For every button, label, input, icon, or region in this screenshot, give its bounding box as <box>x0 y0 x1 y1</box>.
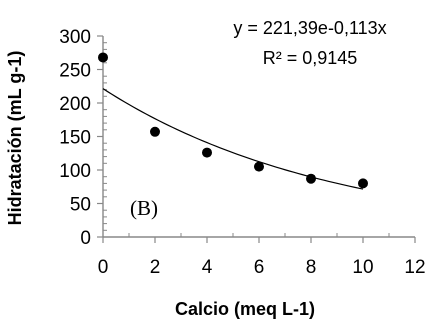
panel-label: (B) <box>130 196 158 220</box>
data-points <box>98 52 368 189</box>
r-squared: R² = 0,9145 <box>263 48 358 68</box>
y-tick-label: 300 <box>59 27 91 48</box>
y-tick-label: 250 <box>59 61 91 82</box>
y-tick-label: 100 <box>59 161 91 182</box>
x-tick-label: 10 <box>352 257 373 278</box>
x-tick-label: 4 <box>202 257 213 278</box>
ticks: 0 50 100 150 200 250 300 0 2 4 6 8 10 12 <box>59 27 425 278</box>
data-point <box>254 161 264 172</box>
y-tick-label: 0 <box>80 228 91 249</box>
y-tick-label: 150 <box>59 128 91 149</box>
x-tick-label: 0 <box>98 257 109 278</box>
data-point <box>358 178 368 189</box>
trendline <box>102 88 364 190</box>
y-axis-title: Hidratación (mL g-1) <box>5 51 25 226</box>
x-tick-label: 6 <box>254 257 265 278</box>
data-point <box>150 126 160 137</box>
y-tick-label: 200 <box>59 94 91 115</box>
trendline-group <box>102 88 364 190</box>
x-tick-label: 12 <box>404 257 425 278</box>
data-point <box>202 147 212 158</box>
data-point <box>98 52 108 63</box>
x-tick-label: 2 <box>150 257 161 278</box>
x-axis-title: Calcio (meq L-1) <box>175 299 315 319</box>
trend-equation: y = 221,39e-0,113x <box>233 18 386 38</box>
y-tick-label: 50 <box>70 195 91 216</box>
x-tick-label: 8 <box>306 257 317 278</box>
data-point <box>306 173 316 184</box>
